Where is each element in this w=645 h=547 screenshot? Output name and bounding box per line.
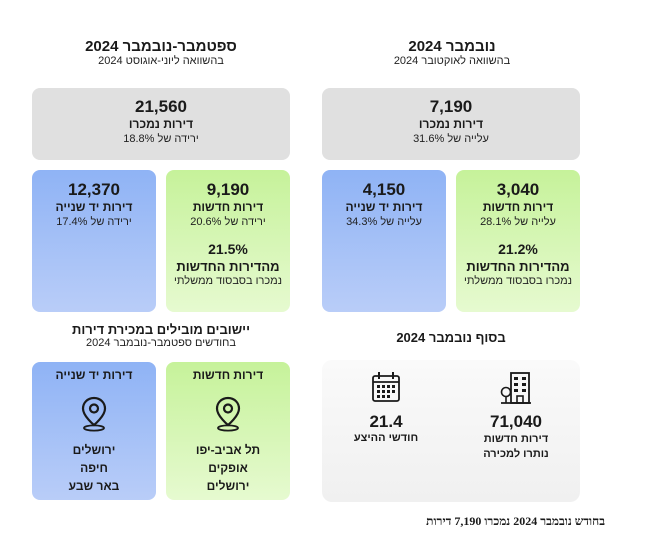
list-item: ירושלים (72, 443, 116, 457)
left-second-hand-change: ירידה של 17.4% (56, 216, 132, 228)
right-section-title: נובמבר 2024 (408, 38, 496, 55)
right-new-share-value: 21.2% (498, 241, 538, 257)
right-new-share-note: נמכרו בסבסוד ממשלתי (464, 275, 572, 287)
left-new-share-value: 21.5% (208, 241, 248, 257)
right-new-label: דירות חדשות (482, 200, 554, 214)
inventory-line2: נותרו למכירה (483, 448, 549, 460)
location-pin-icon (81, 396, 107, 432)
leading-second-hand-card: דירות יד שנייה ירושלים חיפה באר שבע (32, 362, 156, 500)
left-new-share-label: מהדירות החדשות (176, 259, 280, 274)
right-new-share-label: מהדירות החדשות (466, 259, 570, 274)
left-total-value: 21,560 (135, 97, 187, 116)
left-second-hand-value: 12,370 (68, 180, 120, 199)
right-total-change: עלייה של 31.6% (413, 133, 489, 145)
end-of-month-card: 71,040 דירות חדשות נותרו למכירה 21.4 חוד… (322, 360, 580, 502)
left-section-title: ספטמבר-נובמבר 2024 (85, 38, 237, 55)
inventory-value: 71,040 (490, 412, 542, 431)
location-pin-icon (215, 396, 241, 432)
right-new-change: עלייה של 28.1% (480, 216, 556, 228)
left-new-share-note: נמכרו בסבסוד ממשלתי (174, 275, 282, 287)
left-new-card: 9,190 דירות חדשות ירידה של 20.6% 21.5% מ… (166, 170, 290, 312)
leading-second-hand-list: ירושלים חיפה באר שבע (32, 441, 156, 495)
list-item: תל אביב-יפו (195, 443, 261, 457)
inventory-line1: דירות חדשות (483, 433, 549, 445)
supply-label: חודשי ההיצע (353, 432, 419, 444)
right-second-hand-value: 4,150 (362, 180, 406, 199)
right-total-label: דירות נמכרו (418, 117, 484, 131)
right-new-value: 3,040 (496, 180, 540, 199)
leading-towns-header: יישובים מובילים במכירת דירות בחודשים ספט… (32, 322, 290, 349)
leading-new-card: דירות חדשות תל אביב-יפו אופקים ירושלים (166, 362, 290, 500)
left-section-subtitle: בהשוואה ליוני-אוגוסט 2024 (98, 55, 224, 67)
left-new-change: ירידה של 20.6% (190, 216, 266, 228)
right-new-card: 3,040 דירות חדשות עלייה של 28.1% 21.2% מ… (456, 170, 580, 312)
leading-towns-subtitle: בחודשים ספטמבר-נובמבר 2024 (86, 337, 236, 349)
left-second-hand-card: 12,370 דירות יד שנייה ירידה של 17.4% (32, 170, 156, 312)
leading-second-hand-title: דירות יד שנייה (55, 368, 133, 382)
right-second-hand-change: עלייה של 34.3% (346, 216, 422, 228)
left-new-value: 9,190 (206, 180, 250, 199)
leading-towns-title: יישובים מובילים במכירת דירות (71, 322, 251, 337)
right-second-hand-card: 4,150 דירות יד שנייה עלייה של 34.3% (322, 170, 446, 312)
right-second-hand-label: דירות יד שנייה (345, 200, 423, 214)
supply-value: 21.4 (369, 412, 403, 431)
end-of-month-title: בסוף נובמבר 2024 (396, 330, 506, 345)
list-item: חיפה (80, 461, 108, 475)
left-total-card: 21,560 דירות נמכרו ירידה של 18.8% (32, 88, 290, 160)
list-item: ירושלים (206, 479, 250, 493)
right-total-value: 7,190 (429, 97, 473, 116)
left-second-hand-label: דירות יד שנייה (55, 200, 133, 214)
leading-new-list: תל אביב-יפו אופקים ירושלים (166, 441, 290, 495)
inventory-block: 71,040 דירות חדשות נותרו למכירה (460, 370, 572, 462)
right-section-header: נובמבר 2024 בהשוואה לאוקטובר 2024 (322, 38, 582, 67)
left-section-header: ספטמבר-נובמבר 2024 בהשוואה ליוני-אוגוסט … (30, 38, 292, 67)
footnote: בחודש נובמבר 2024 נמכרו 7,190 דירות (426, 514, 605, 528)
supply-block: 21.4 חודשי ההיצע (330, 370, 442, 444)
left-total-label: דירות נמכרו (128, 117, 194, 131)
right-total-card: 7,190 דירות נמכרו עלייה של 31.6% (322, 88, 580, 160)
left-total-change: ירידה של 18.8% (123, 133, 199, 145)
list-item: באר שבע (68, 479, 120, 493)
leading-new-title: דירות חדשות (192, 368, 264, 382)
left-new-label: דירות חדשות (192, 200, 264, 214)
right-section-subtitle: בהשוואה לאוקטובר 2024 (393, 55, 511, 67)
list-item: אופקים (208, 461, 248, 475)
building-icon (500, 372, 531, 404)
calendar-icon (372, 372, 400, 402)
